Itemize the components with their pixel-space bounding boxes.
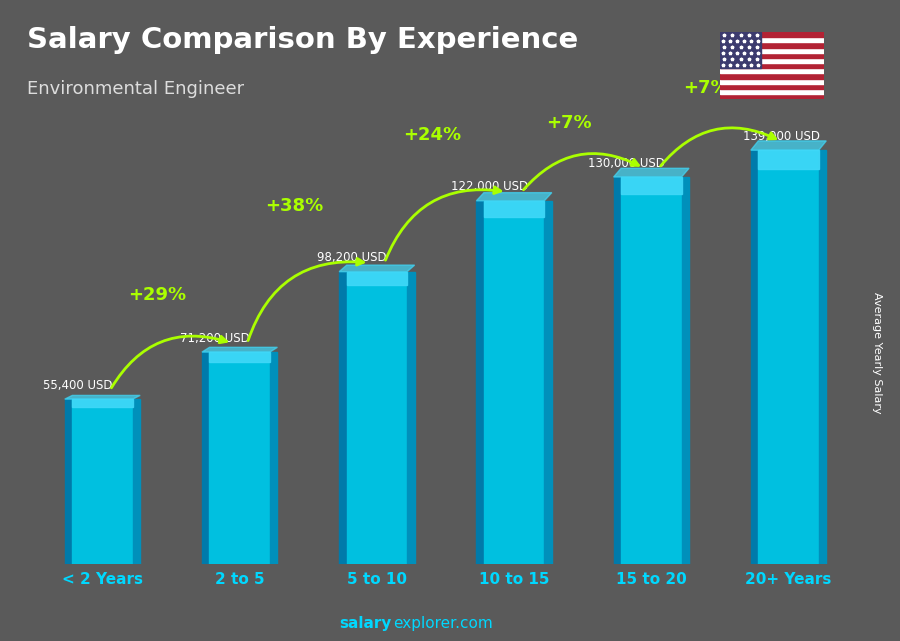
FancyArrowPatch shape (248, 258, 364, 340)
Bar (720, 32, 761, 69)
Bar (681, 177, 689, 564)
Polygon shape (65, 395, 140, 399)
FancyArrowPatch shape (661, 128, 776, 166)
Bar (720, 32, 824, 37)
Bar (210, 352, 270, 564)
Text: Salary Comparison By Experience: Salary Comparison By Experience (27, 26, 578, 54)
Text: +7%: +7% (546, 114, 592, 132)
Bar (476, 201, 484, 564)
Text: +24%: +24% (402, 126, 461, 144)
Polygon shape (751, 141, 826, 150)
Bar (72, 399, 132, 564)
Bar (484, 201, 544, 217)
Bar (621, 177, 681, 564)
FancyArrowPatch shape (112, 336, 227, 388)
Text: +38%: +38% (266, 197, 324, 215)
Text: Environmental Engineer: Environmental Engineer (27, 80, 244, 98)
Polygon shape (614, 169, 689, 177)
Text: 98,200 USD: 98,200 USD (318, 251, 387, 264)
Text: salary: salary (339, 617, 392, 631)
Bar (759, 150, 819, 564)
Text: 55,400 USD: 55,400 USD (43, 379, 112, 392)
Bar (544, 201, 552, 564)
Polygon shape (202, 347, 277, 352)
Bar (346, 272, 407, 564)
Bar (65, 399, 72, 564)
Text: 139,000 USD: 139,000 USD (743, 129, 820, 143)
Bar (720, 42, 824, 47)
Bar (720, 84, 824, 89)
Polygon shape (339, 265, 415, 272)
Bar (720, 63, 824, 69)
Text: 122,000 USD: 122,000 USD (451, 180, 528, 194)
Bar (720, 53, 824, 58)
Text: 71,200 USD: 71,200 USD (180, 331, 250, 345)
Bar (720, 74, 824, 79)
Bar (720, 69, 824, 74)
Bar (132, 399, 140, 564)
FancyArrowPatch shape (524, 154, 638, 190)
Text: +7%: +7% (683, 79, 729, 97)
Bar (621, 177, 681, 194)
Text: explorer.com: explorer.com (393, 617, 493, 631)
Text: Average Yearly Salary: Average Yearly Salary (872, 292, 883, 413)
Bar (720, 89, 824, 94)
Bar (614, 177, 621, 564)
Bar (346, 272, 407, 285)
Bar (759, 150, 819, 169)
FancyArrowPatch shape (385, 187, 500, 260)
Bar (751, 150, 759, 564)
Bar (202, 352, 210, 564)
Bar (72, 399, 132, 406)
Text: 130,000 USD: 130,000 USD (589, 156, 665, 170)
Bar (720, 94, 824, 99)
Bar (484, 201, 544, 564)
Bar (339, 272, 346, 564)
Bar (819, 150, 826, 564)
Bar (720, 37, 824, 42)
Bar (210, 352, 270, 362)
Bar (407, 272, 415, 564)
Bar (720, 58, 824, 63)
Text: +29%: +29% (129, 287, 186, 304)
Polygon shape (476, 193, 552, 201)
Bar (270, 352, 277, 564)
Bar (720, 79, 824, 84)
Bar (720, 47, 824, 53)
